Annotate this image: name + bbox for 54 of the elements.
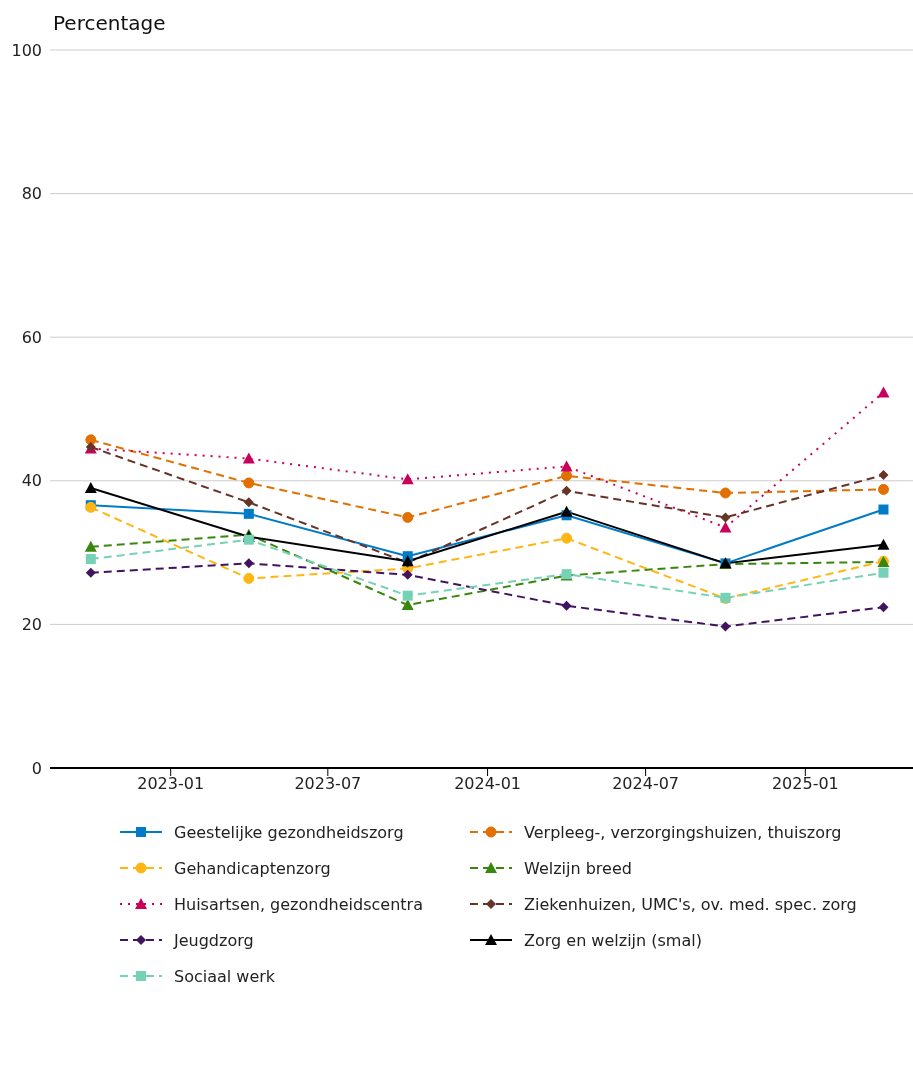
y-tick-label: 0 <box>31 758 42 778</box>
point <box>402 511 414 523</box>
legend-label: Verpleeg-, verzorgingshuizen, thuiszorg <box>524 822 842 842</box>
point <box>243 477 255 489</box>
legend-label: Gehandicaptenzorg <box>174 858 331 878</box>
point <box>561 532 573 544</box>
point <box>877 538 890 550</box>
point <box>720 621 731 632</box>
point <box>878 504 889 515</box>
y-tick-label: 80 <box>21 184 42 204</box>
x-tick-label: 2023-01 <box>137 774 205 794</box>
x-tick-label: 2025-01 <box>771 774 839 794</box>
point <box>877 386 890 398</box>
y-axis-title: Percentage <box>53 11 166 35</box>
legend-label: Geestelijke gezondheidszorg <box>174 822 404 842</box>
y-tick-label: 40 <box>21 471 42 491</box>
point <box>401 599 414 611</box>
y-tick-label: 60 <box>21 327 42 347</box>
point <box>243 497 254 508</box>
point <box>242 452 255 464</box>
point <box>85 567 96 578</box>
x-tick-label: 2024-01 <box>454 774 522 794</box>
point <box>560 505 573 517</box>
point <box>561 485 572 496</box>
legend-label: Ziekenhuizen, UMC's, ov. med. spec. zorg <box>524 894 857 914</box>
point <box>719 521 732 533</box>
legend-label: Sociaal werk <box>174 966 276 986</box>
point <box>877 483 889 495</box>
legend-label: Zorg en welzijn (smal) <box>524 930 702 950</box>
legend-label: Welzijn breed <box>524 858 632 878</box>
point <box>720 512 731 523</box>
y-tick-label: 20 <box>21 615 42 635</box>
point <box>84 481 97 493</box>
point <box>402 569 413 580</box>
point <box>84 540 97 552</box>
point <box>878 602 889 613</box>
point <box>401 473 414 485</box>
point <box>85 554 96 565</box>
point <box>402 590 413 601</box>
point <box>878 567 889 578</box>
point <box>243 534 254 545</box>
point <box>561 470 573 482</box>
x-tick-label: 2023-07 <box>294 774 362 794</box>
point <box>243 508 254 519</box>
legend-label: Jeugdzorg <box>174 930 254 950</box>
point <box>719 487 731 499</box>
point <box>560 460 573 472</box>
point <box>243 558 254 569</box>
point <box>243 572 255 584</box>
x-tick-label: 2024-07 <box>612 774 680 794</box>
legend-label: Huisartsen, gezondheidscentra <box>174 894 423 914</box>
point <box>878 470 889 481</box>
y-tick-label: 100 <box>11 40 42 60</box>
point <box>561 600 572 611</box>
